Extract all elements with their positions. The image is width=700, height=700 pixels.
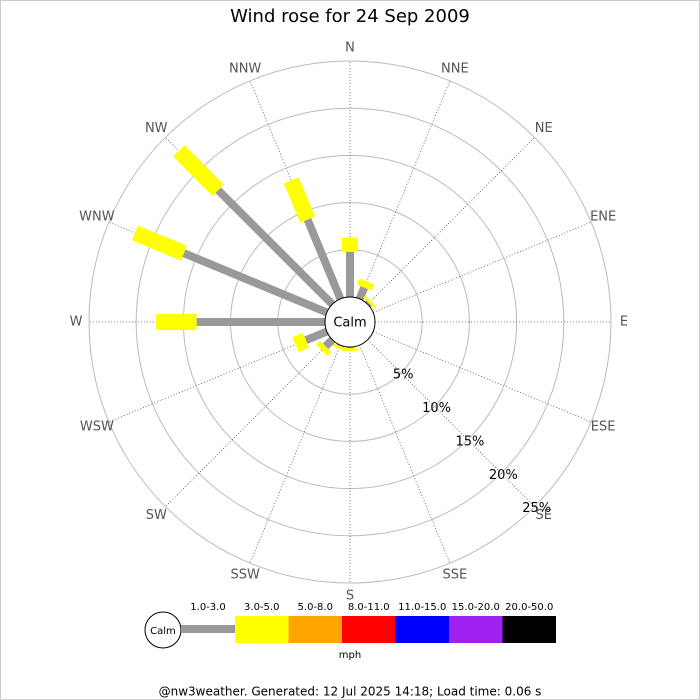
spoke xyxy=(372,221,592,313)
wind-segment xyxy=(292,332,310,352)
spoke xyxy=(359,344,451,564)
wind-segment xyxy=(131,225,187,261)
legend-swatch xyxy=(235,616,289,643)
legend-label: 1.0-3.0 xyxy=(190,602,225,613)
legend-title: mph xyxy=(339,650,361,661)
wind-segment xyxy=(315,340,332,357)
legend: 1.0-3.0 3.0-5.0 5.0-8.0 8.0-11.0 11.0-15.0 15… xyxy=(181,602,556,643)
ring-label: 5% xyxy=(393,368,414,383)
grid-ring xyxy=(88,60,612,584)
legend-calm-label: Calm xyxy=(150,626,176,637)
legend-label: 11.0-15.0 xyxy=(398,602,446,613)
legend-label: 5.0-8.0 xyxy=(298,602,333,613)
wind-segment xyxy=(215,187,336,308)
direction-label: SSE xyxy=(442,568,467,583)
wind-segment xyxy=(173,145,224,196)
wind-segment xyxy=(182,249,329,317)
legend-swatch xyxy=(395,616,449,643)
marks xyxy=(131,145,377,357)
spoke xyxy=(108,331,328,423)
wind-segment xyxy=(355,286,368,301)
chart-title: Wind rose for 24 Sep 2009 xyxy=(230,6,470,27)
wind-segment xyxy=(303,218,345,301)
direction-label: SSW xyxy=(230,568,260,583)
wind-segment xyxy=(331,342,348,352)
direction-label: NNW xyxy=(229,61,261,76)
direction-label: NE xyxy=(535,121,553,136)
wind-segment xyxy=(322,336,336,350)
footer: @nw3weather. Generated: 12 Jul 2025 14:1… xyxy=(159,685,542,699)
legend-label: 15.0-20.0 xyxy=(452,602,500,613)
calm-label: Calm xyxy=(333,316,366,331)
spoke xyxy=(367,339,535,507)
ring-label: 10% xyxy=(422,401,451,416)
legend-swatch xyxy=(342,616,396,643)
direction-label: ENE xyxy=(590,210,616,225)
direction-label: NNE xyxy=(441,61,469,76)
direction-label: SE xyxy=(536,508,552,523)
wind-segment xyxy=(356,278,375,291)
spoke xyxy=(372,331,592,423)
direction-label: NW xyxy=(145,121,168,136)
legend-label: 20.0-50.0 xyxy=(505,602,553,613)
direction-label: WNW xyxy=(79,210,115,225)
spoke xyxy=(367,137,535,305)
ring-label: 25% xyxy=(522,501,551,516)
wind-segment xyxy=(283,177,315,223)
direction-label: SW xyxy=(146,508,167,523)
legend-swatch xyxy=(181,625,235,633)
direction-label: ESE xyxy=(591,419,616,434)
direction-label: W xyxy=(70,315,83,330)
direction-label: S xyxy=(346,589,354,604)
legend-label: 3.0-5.0 xyxy=(244,602,279,613)
calm-circle xyxy=(324,296,376,348)
direction-label: WSW xyxy=(80,419,114,434)
legend-swatch xyxy=(449,616,503,643)
wind-segment xyxy=(363,295,377,309)
direction-label: N xyxy=(345,41,355,56)
legend-swatch xyxy=(288,616,342,643)
legend-label: 8.0-11.0 xyxy=(348,602,390,613)
spoke xyxy=(359,80,451,300)
ring-label: 20% xyxy=(489,468,518,483)
direction-label: E xyxy=(620,315,628,330)
grid-ring xyxy=(135,107,565,537)
wind-segment xyxy=(304,327,329,344)
legend-swatch xyxy=(502,616,556,643)
spoke xyxy=(165,339,333,507)
spoke xyxy=(249,344,341,564)
